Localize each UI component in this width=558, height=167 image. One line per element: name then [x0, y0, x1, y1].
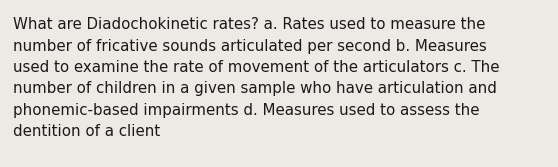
Text: number of children in a given sample who have articulation and: number of children in a given sample who…	[13, 81, 497, 97]
Text: What are Diadochokinetic rates? a. Rates used to measure the: What are Diadochokinetic rates? a. Rates…	[13, 17, 485, 32]
Text: dentition of a client: dentition of a client	[13, 125, 160, 139]
Text: used to examine the rate of movement of the articulators c. The: used to examine the rate of movement of …	[13, 60, 499, 75]
Text: number of fricative sounds articulated per second b. Measures: number of fricative sounds articulated p…	[13, 39, 487, 53]
Text: phonemic-based impairments d. Measures used to assess the: phonemic-based impairments d. Measures u…	[13, 103, 479, 118]
